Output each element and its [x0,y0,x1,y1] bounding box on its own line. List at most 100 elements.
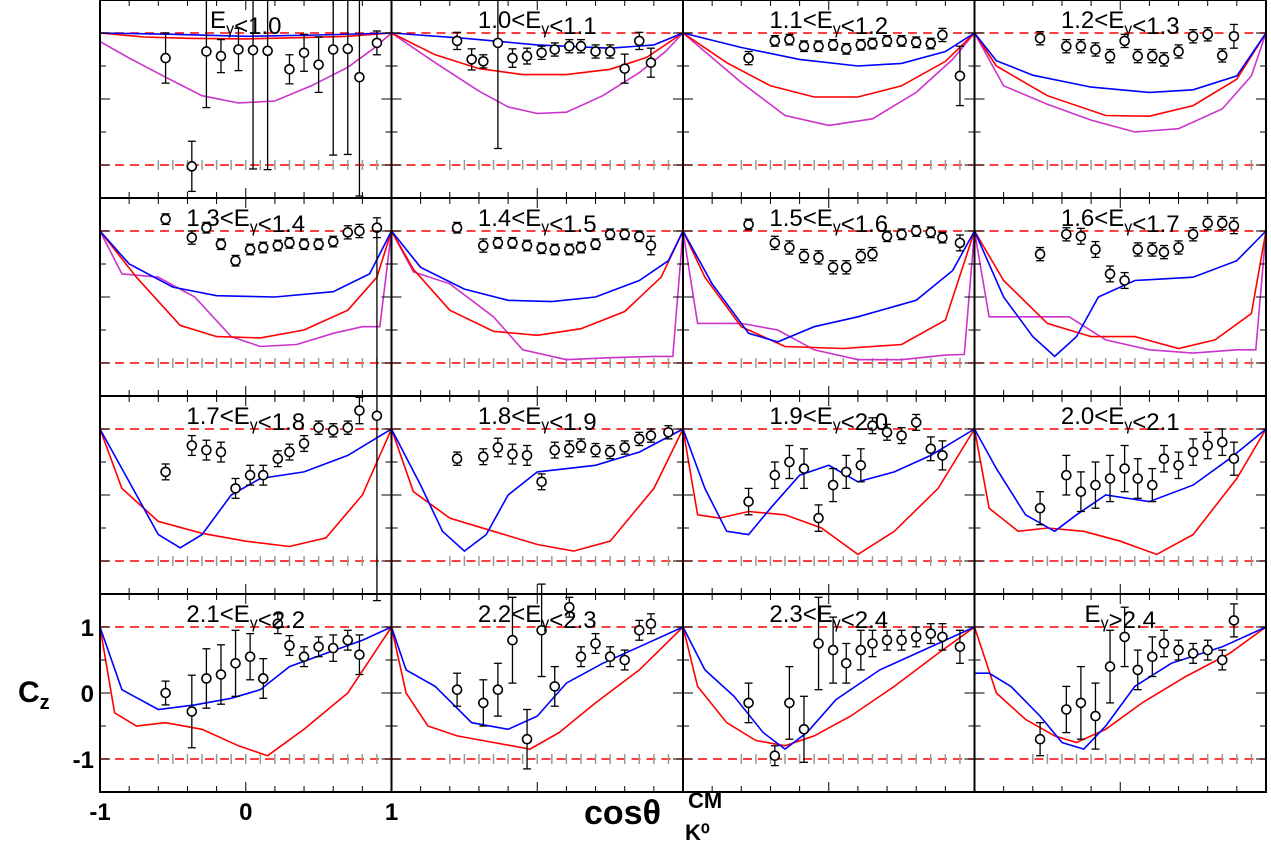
data-point [1075,486,1087,498]
data-point [937,631,948,643]
data-point [743,496,754,507]
data-point [230,657,241,669]
data-point [896,35,907,47]
data-point [1061,40,1072,52]
data-point [1173,644,1184,656]
data-point [1158,453,1170,465]
data-point [564,443,575,455]
data-point [645,618,657,630]
data-point [549,444,561,456]
data-point [536,242,547,254]
panel-8: 1.6<Eγ<1.7 [973,197,1267,397]
data-point [645,57,657,69]
model-curve-magenta [973,230,1267,354]
data-point [798,250,810,262]
data-point [1147,479,1158,491]
data-point [507,52,518,64]
data-point [160,213,171,225]
data-point [201,673,212,684]
data-point [1075,40,1087,52]
data-point [272,240,284,251]
panel-label: 1.0<Eγ<1.1 [478,7,597,40]
data-point [1216,654,1228,666]
model-curve-red [973,428,1267,556]
panel-2: 1.0<Eγ<1.1 [390,0,684,199]
data-point [1034,733,1046,745]
model-curve-red [99,230,393,339]
y-tick-label: 0 [81,681,94,708]
data-point [478,697,489,709]
data-point [867,38,878,49]
data-point [313,641,324,653]
model-curve-red [682,626,975,747]
data-point [867,248,878,260]
panel-4: 1.2<Eγ<1.3 [973,0,1267,199]
panel-7: 1.5<Eγ<1.6 [682,197,976,397]
data-point [840,43,852,55]
panel-3: 1.1<Eγ<1.2 [682,0,976,199]
data-point [813,512,824,524]
data-point [937,232,948,243]
data-point [215,238,227,250]
data-point [881,230,893,242]
data-point [1132,50,1144,62]
model-curve-magenta [973,32,1267,133]
data-point [186,232,198,243]
data-point [1187,648,1199,659]
y-tick-label: -1 [73,747,94,774]
data-point [645,240,657,251]
data-point [855,39,867,51]
data-point [564,601,575,613]
data-point [798,723,810,735]
panel-label: 1.2<Eγ<1.3 [1061,7,1180,40]
panel-1: Eγ<1.0 [99,0,393,199]
data-point [244,651,256,663]
model-curve-red [391,32,684,76]
data-point [769,237,781,249]
panel-label: Eγ<1.0 [210,7,281,40]
model-curve-red [682,428,976,556]
model-curve-blue [682,230,976,343]
data-point [354,225,365,237]
data-point [371,410,383,422]
x-axis-label-superscript: CM [688,788,723,813]
data-point [492,37,504,49]
data-point [1216,50,1228,61]
data-point [451,35,463,47]
panel-label: 1.6<Eγ<1.7 [1061,205,1180,238]
data-point [910,631,922,643]
data-point [881,634,893,646]
data-point [925,227,937,238]
model-curve-red [390,230,684,337]
data-point [1034,248,1046,260]
data-point [769,35,781,47]
data-point [201,222,212,233]
data-point [645,430,657,441]
data-point [840,657,852,669]
data-point [1090,710,1101,722]
data-point [1132,664,1144,676]
data-point [564,40,575,52]
panel-10: 1.8<Eγ<1.9 [390,395,684,595]
model-curve-red [973,230,1267,350]
data-point [1147,50,1158,62]
data-point [354,71,365,83]
data-point [186,161,198,172]
data-point [313,422,324,433]
model-curve-magenta [99,230,393,348]
data-point [215,446,227,458]
data-point [257,242,269,253]
panel-label: 2.3<Eγ<2.4 [769,601,888,634]
data-point [784,697,795,709]
data-point [549,244,561,255]
model-curve-blue [682,626,975,751]
data-point [619,442,631,453]
x-axis-label-subscript: K⁰ [685,820,710,845]
model-curve-red [973,32,1267,118]
panel-label: 1.7<Eγ<1.8 [186,403,305,436]
data-point [230,483,241,494]
data-point [590,444,601,456]
data-point [1187,446,1199,458]
data-point [925,443,937,455]
data-point [201,46,212,57]
